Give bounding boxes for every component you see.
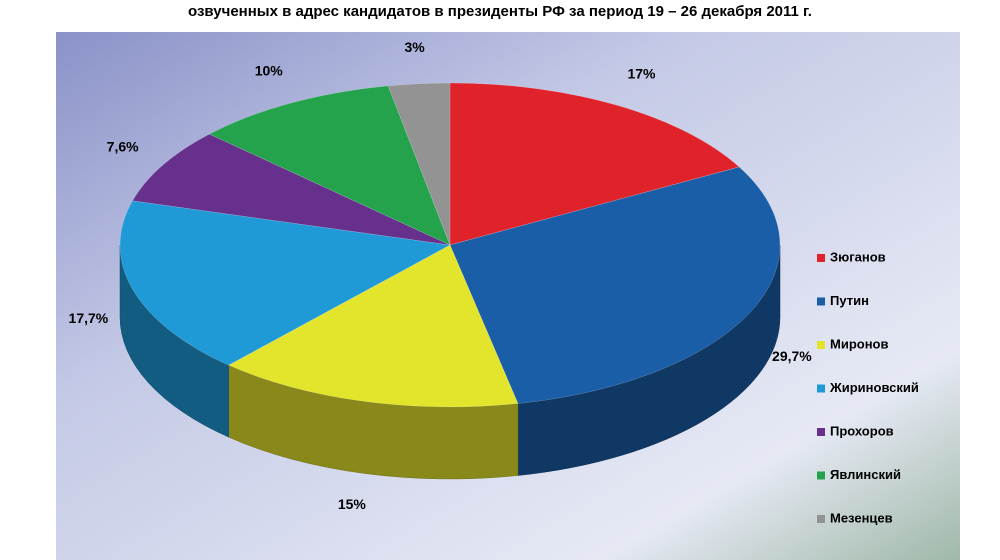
legend-swatch bbox=[817, 428, 825, 436]
data-label: 17,7% bbox=[69, 310, 109, 326]
chart-title: озвученных в адрес кандидатов в президен… bbox=[188, 3, 812, 20]
slice bbox=[132, 133, 451, 246]
data-label: 15% bbox=[338, 496, 367, 512]
legend-swatch bbox=[817, 471, 825, 480]
legend-label: Прохоров bbox=[830, 423, 894, 438]
data-label: 3% bbox=[404, 39, 425, 55]
data-label: 17% bbox=[627, 66, 656, 82]
slice bbox=[228, 244, 519, 408]
legend-label: Путин bbox=[830, 293, 869, 308]
slice bbox=[208, 85, 451, 246]
slice bbox=[387, 82, 451, 246]
legend-label: Явлинский bbox=[830, 467, 901, 482]
legend-swatch bbox=[817, 254, 825, 262]
legend-label: Мезенцев bbox=[830, 510, 893, 525]
slice bbox=[119, 200, 451, 366]
legend-label: Жириновский bbox=[829, 380, 919, 395]
legend-label: Зюганов bbox=[830, 249, 886, 264]
pie: 17% 29,7% 15% 17,7% 7,6% 10% 3% bbox=[69, 39, 813, 512]
slice bbox=[449, 166, 781, 404]
legend-swatch bbox=[817, 341, 825, 349]
data-label: 29,7% bbox=[772, 348, 812, 364]
legend-label: Миронов bbox=[830, 336, 889, 351]
legend-swatch bbox=[817, 297, 825, 306]
data-label: 7,6% bbox=[107, 138, 139, 154]
legend: Зюганов Путин Миронов Жириновский Прохоров Яв… bbox=[817, 249, 919, 525]
slice bbox=[449, 82, 740, 246]
data-label: 10% bbox=[255, 63, 284, 79]
legend-swatch bbox=[817, 384, 825, 393]
legend-swatch bbox=[817, 515, 825, 523]
